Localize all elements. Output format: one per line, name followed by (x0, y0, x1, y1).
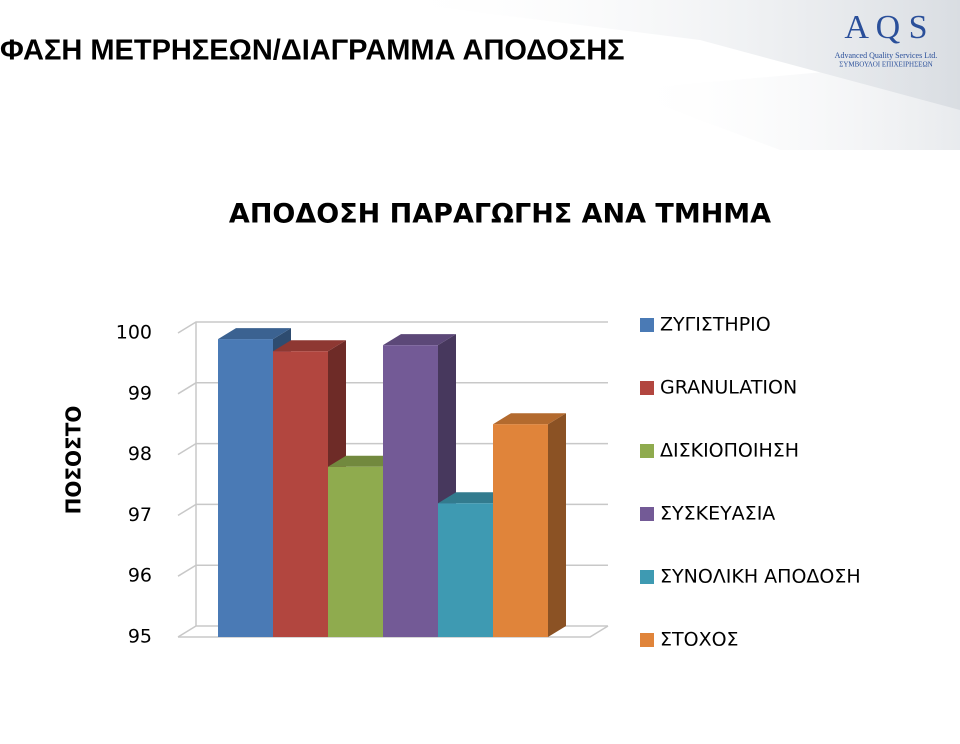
legend-swatch (640, 381, 654, 395)
legend-label: ΖΥΓΙΣΤΗΡΙΟ (660, 314, 771, 336)
bar (383, 345, 438, 637)
bar-top (493, 413, 566, 425)
legend-swatch (640, 570, 654, 584)
bar-side (548, 413, 566, 637)
y-tick-label: 96 (128, 565, 152, 587)
bar-top (438, 492, 511, 504)
bar (328, 466, 383, 637)
slide-title: ΦΑΣΗ ΜΕΤΡΗΣΕΩΝ/ΔΙΑΓΡΑΜΜΑ ΑΠΟΔΟΣΗΣ (0, 35, 625, 67)
bar (273, 351, 328, 637)
legend-label: ΔΙΣΚΙΟΠΟΙΗΣΗ (660, 440, 799, 462)
legend-label: ΣΥΝΟΛΙΚΗ ΑΠΟΔΟΣΗ (660, 566, 861, 588)
bar-top (383, 334, 456, 346)
logo: A Q S (844, 9, 927, 46)
background-swoosh (380, 0, 960, 110)
y-tick-label: 97 (128, 504, 152, 526)
bar (438, 503, 493, 637)
y-tick-label: 95 (128, 626, 152, 648)
bar (218, 339, 273, 637)
y-tick-label: 98 (128, 443, 152, 465)
legend-label: ΣΤΟΧΟΣ (660, 629, 739, 651)
background-swoosh (620, 60, 960, 150)
logo-company: Advanced Quality Services Ltd. (835, 51, 938, 60)
legend-swatch (640, 318, 654, 332)
bar-top (328, 455, 401, 467)
chart-title: ΑΠΟΔΟΣΗ ΠΑΡΑΓΩΓΗΣ ΑΝΑ ΤΜΗΜΑ (229, 199, 771, 230)
y-tick-label: 99 (128, 382, 152, 404)
bar-top (218, 328, 291, 340)
legend-swatch (640, 507, 654, 521)
legend-label: GRANULATION (660, 377, 797, 399)
bar (493, 424, 548, 637)
legend-label: ΣΥΣΚΕΥΑΣΙΑ (660, 503, 775, 525)
y-tick-label: 100 (116, 322, 152, 344)
logo-tagline: ΣΥΜΒΟΥΛΟΙ ΕΠΙΧΕΙΡΗΣΕΩΝ (839, 61, 932, 69)
y-axis-label: ΠΟΣΟΣΤΟ (62, 406, 86, 515)
bar-top (273, 340, 346, 352)
legend-swatch (640, 444, 654, 458)
legend-swatch (640, 633, 654, 647)
